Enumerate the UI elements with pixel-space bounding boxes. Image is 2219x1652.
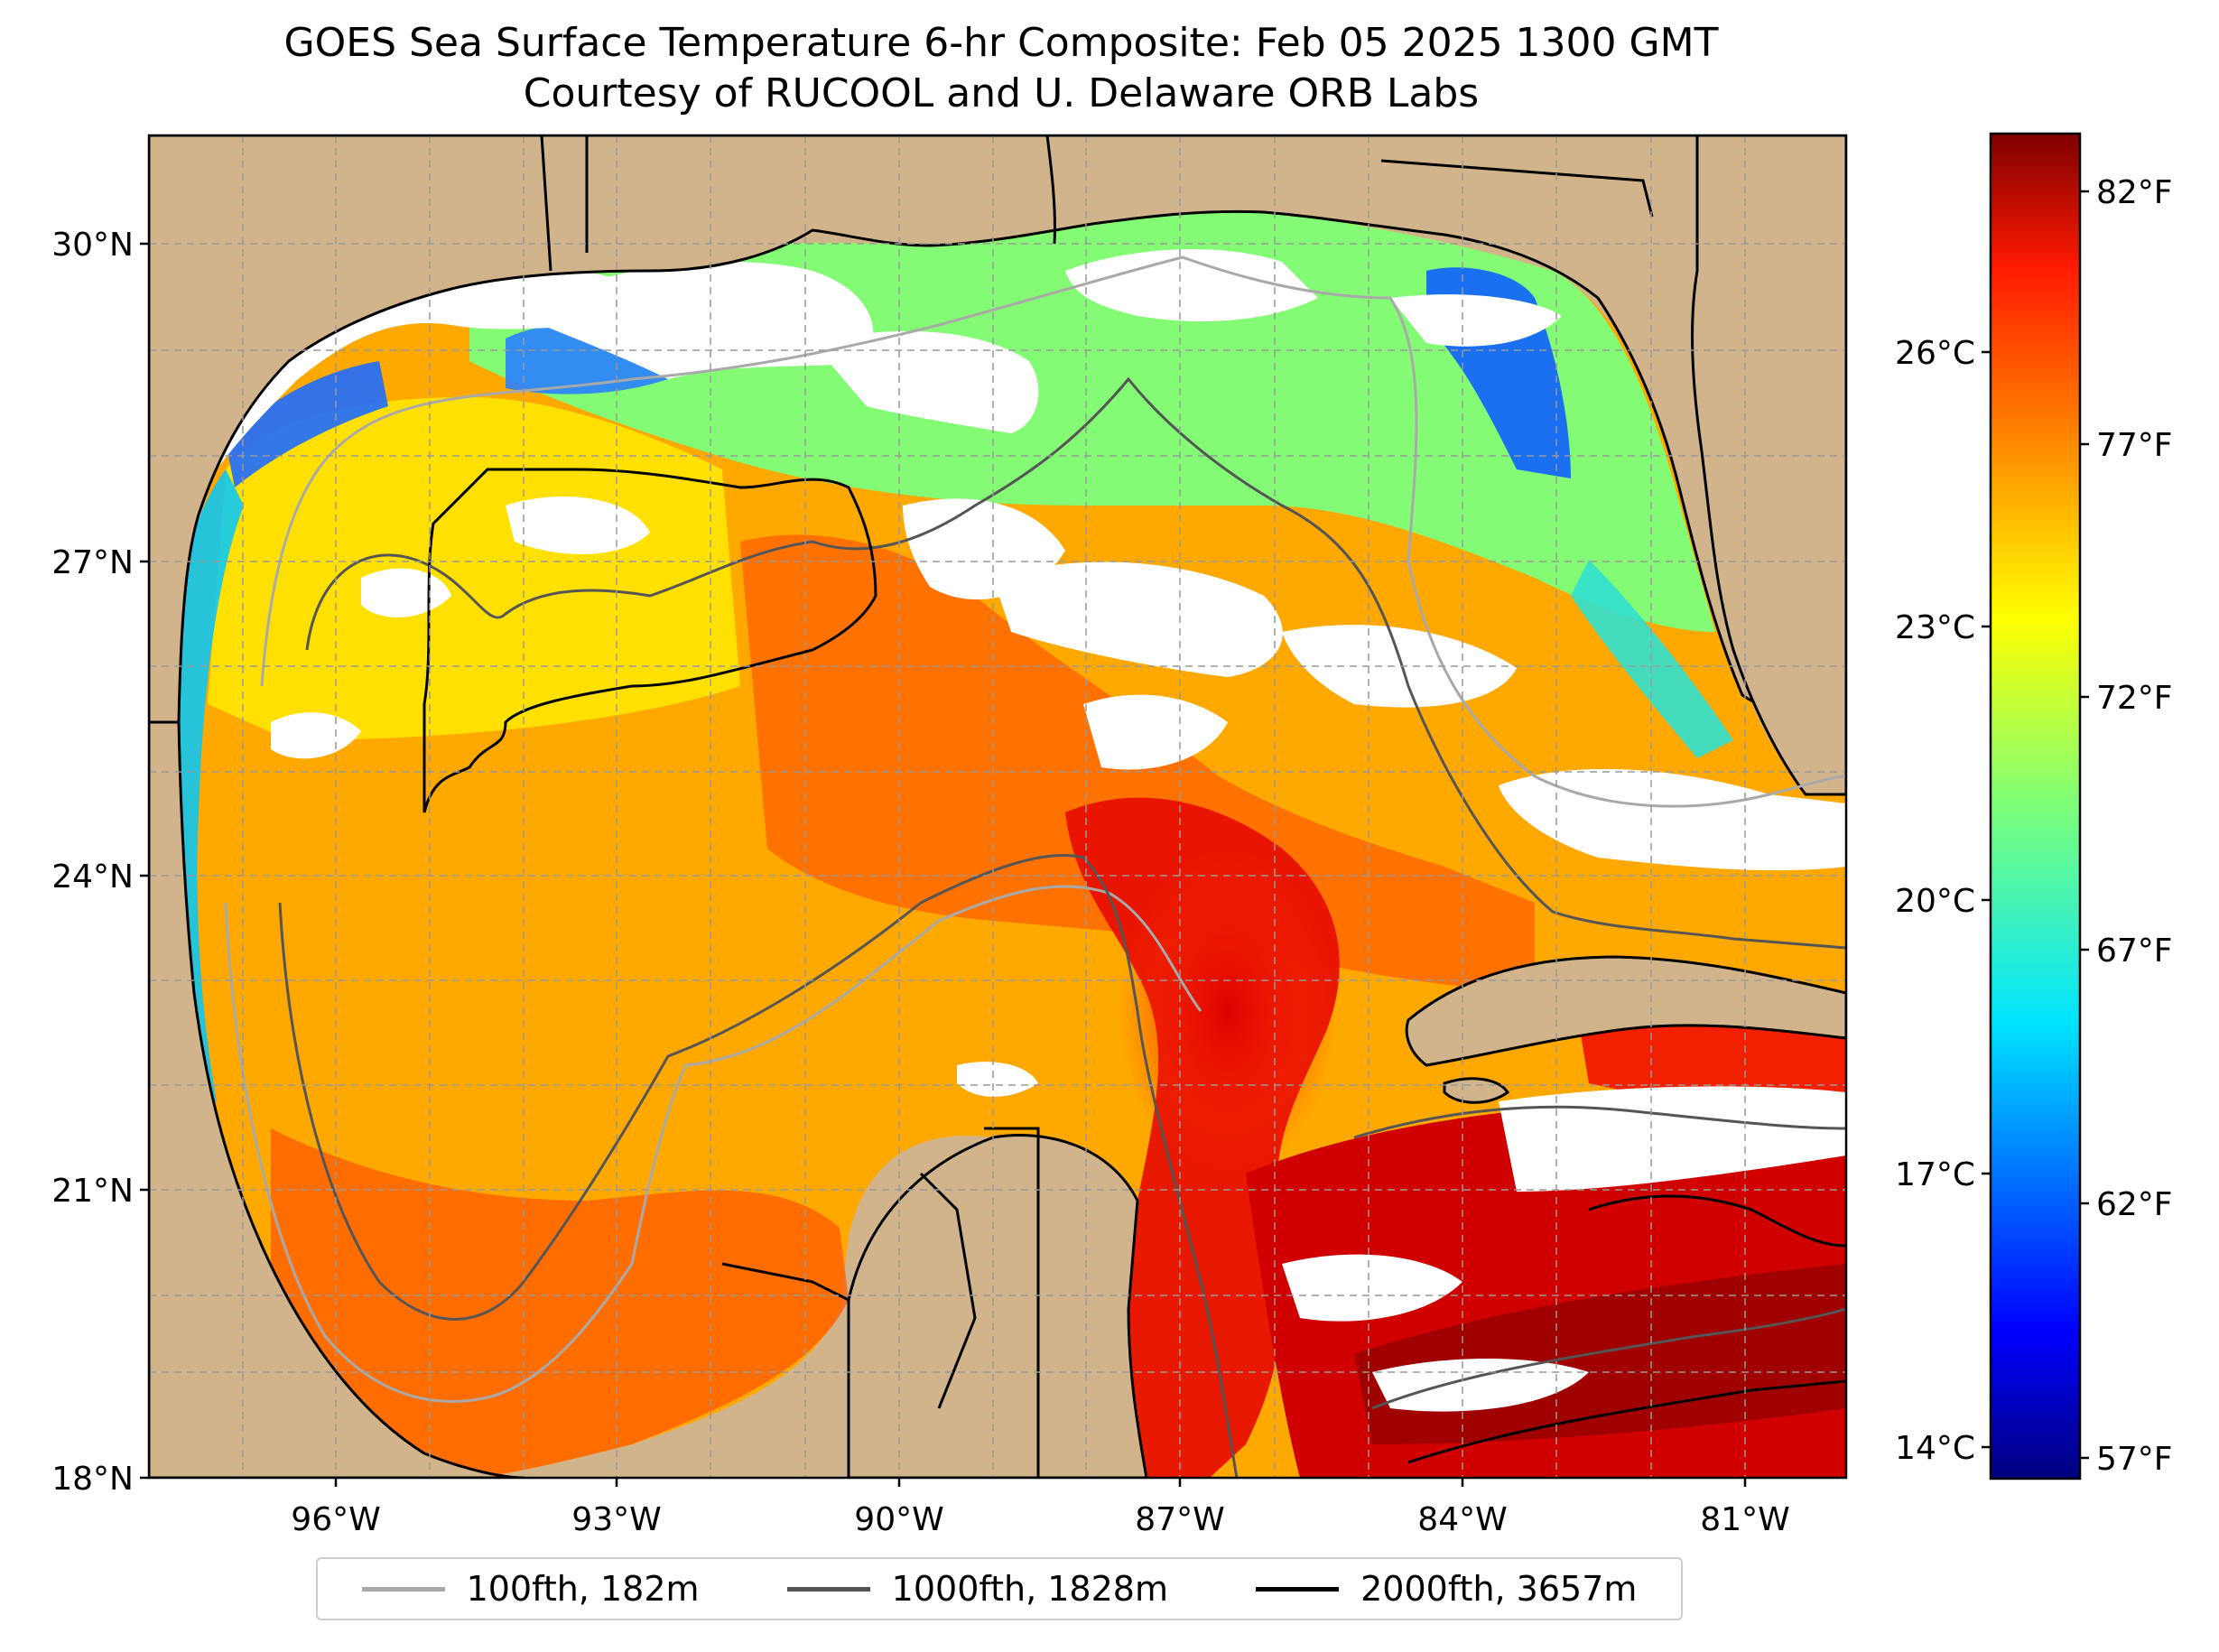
borders: [540, 135, 1654, 1478]
celsius-tick: 26°C: [1895, 335, 1975, 372]
florida-peninsula: [1691, 135, 1846, 796]
lat-label: 24°N: [51, 858, 134, 896]
lat-label: 30°N: [51, 227, 134, 264]
legend-item-100fth: 100fth, 182m: [361, 1569, 700, 1609]
legend-label: 100fth, 182m: [466, 1569, 700, 1609]
legend-item-2000fth: 2000fth, 3657m: [1256, 1569, 1637, 1609]
lon-labels: 96°W 93°W 90°W 87°W 84°W 81°W: [291, 1501, 1789, 1538]
legend-line-dark-gray: [786, 1586, 870, 1592]
yellow-band: [208, 397, 740, 740]
yucatan-peninsula: [847, 1134, 1148, 1478]
straits-red: [1580, 1019, 1846, 1110]
lat-ticks: [140, 242, 149, 1480]
celsius-tick: 23°C: [1895, 609, 1975, 646]
map-frame: [147, 134, 1848, 1480]
florida-coast-cyan: [1571, 560, 1733, 758]
fahrenheit-tick: 82°F: [2096, 174, 2173, 211]
contour-legend: 100fth, 182m 1000fth, 1828m 2000fth, 365…: [316, 1557, 1683, 1620]
fahrenheit-labels: 82°F 77°F 72°F 67°F 62°F 57°F: [2096, 174, 2173, 1478]
lon-ticks: [334, 1478, 1747, 1487]
celsius-tick: 20°C: [1895, 883, 1975, 920]
contour-2000fth: [422, 468, 877, 813]
colorbar: [1989, 132, 2082, 1480]
fahrenheit-tick: 62°F: [2096, 1186, 2173, 1223]
celsius-labels: 26°C 23°C 20°C 17°C 14°C: [1895, 335, 1975, 1467]
title-line-2: Courtesy of RUCOOL and U. Delaware ORB L…: [523, 70, 1480, 116]
lon-label: 93°W: [571, 1501, 661, 1538]
gridlines: [149, 135, 1846, 1478]
legend-label: 2000fth, 3657m: [1360, 1569, 1638, 1609]
celsius-tick: 14°C: [1895, 1430, 1975, 1467]
lon-label: 87°W: [1135, 1501, 1224, 1538]
lon-label: 96°W: [291, 1501, 380, 1538]
legend-line-black: [1256, 1586, 1340, 1592]
fahrenheit-tick: 67°F: [2096, 933, 2173, 970]
warm-core: [1119, 849, 1336, 1174]
colorbar-ticks: [1982, 190, 2089, 1460]
cuba: [1405, 955, 1846, 1067]
lon-label: 81°W: [1700, 1501, 1789, 1538]
bay-campeche-warm: [271, 1128, 849, 1478]
title-line-1: GOES Sea Surface Temperature 6-hr Compos…: [283, 20, 1719, 66]
legend-line-light-gray: [361, 1586, 445, 1592]
fahrenheit-tick: 77°F: [2096, 427, 2173, 464]
lat-label: 27°N: [51, 544, 134, 581]
fahrenheit-tick: 72°F: [2096, 680, 2173, 717]
lon-label: 84°W: [1417, 1501, 1507, 1538]
lat-labels: 30°N 27°N 24°N 21°N 18°N: [51, 227, 134, 1498]
map-area: [149, 135, 1846, 1478]
lat-label: 21°N: [51, 1173, 134, 1210]
lon-label: 90°W: [854, 1501, 943, 1538]
fahrenheit-tick: 57°F: [2096, 1441, 2173, 1478]
lat-label: 18°N: [51, 1461, 134, 1498]
legend-label: 1000fth, 1828m: [891, 1569, 1168, 1609]
celsius-tick: 17°C: [1895, 1156, 1975, 1193]
contour-1000fth: [305, 376, 1846, 950]
legend-item-1000fth: 1000fth, 1828m: [786, 1569, 1168, 1609]
